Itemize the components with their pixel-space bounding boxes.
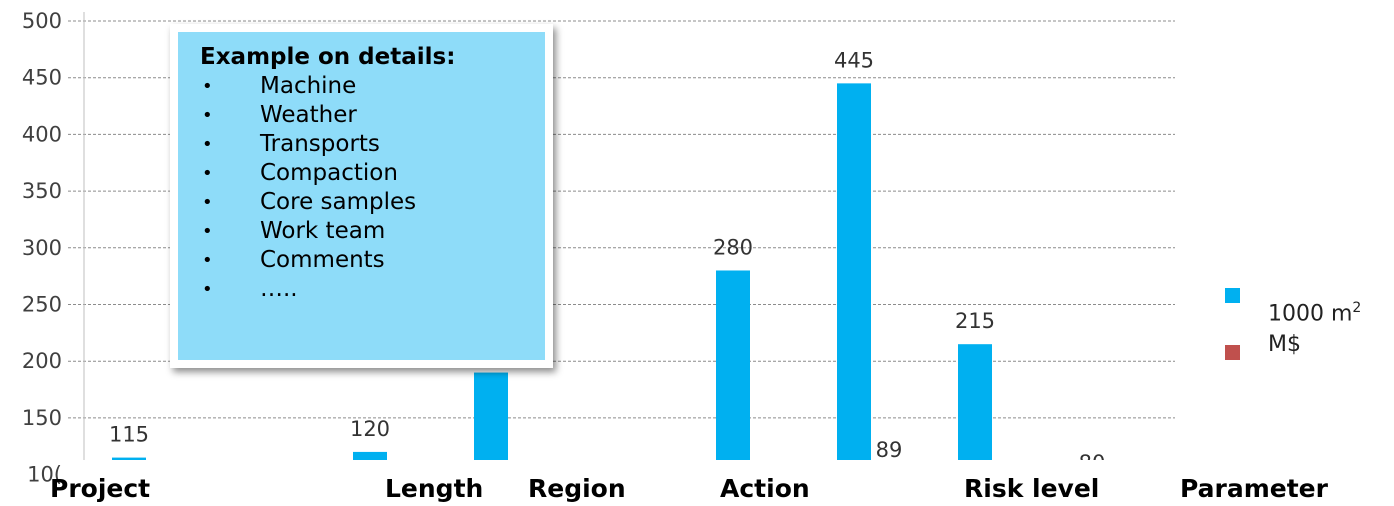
list-item-text: Transports (260, 131, 380, 157)
data-label: 445 (834, 48, 874, 72)
legend-label-1000m2: 1000 m2 (1268, 300, 1361, 326)
bar-1000m2 (716, 270, 750, 460)
callout-list: • Machine • Weather • Transports • Compactio… (200, 72, 545, 304)
category-label-action: Action (720, 474, 810, 503)
bars (112, 83, 992, 461)
list-item: • Comments (200, 246, 545, 275)
data-labels: 115 120 280 445 215 89 80 (109, 48, 1106, 475)
legend-swatch-1000m2 (1225, 288, 1240, 303)
y-tick-label: 400 (22, 122, 62, 146)
data-label: 215 (955, 309, 995, 333)
y-tick-label: 200 (22, 349, 62, 373)
bullet-icon: • (202, 221, 213, 242)
data-label: 115 (109, 423, 149, 447)
data-label-mdollar: 89 (876, 438, 903, 462)
bullet-icon: • (202, 105, 213, 126)
data-label: 120 (350, 417, 390, 441)
bar-1000m2 (112, 457, 146, 460)
bar-1000m2 (474, 372, 508, 460)
y-tick-label: 350 (22, 179, 62, 203)
data-label-mdollar: 80 (1079, 451, 1106, 475)
list-item-text: Machine (260, 73, 357, 99)
list-item: • Compaction (200, 159, 545, 188)
bullet-icon: • (202, 163, 213, 184)
list-item-text: Weather (260, 102, 357, 128)
bar-1000m2 (837, 83, 871, 461)
list-item: • ….. (200, 275, 545, 304)
list-item-text: Work team (260, 218, 386, 244)
y-tick-label: 150 (22, 406, 62, 430)
bullet-icon: • (202, 76, 213, 97)
category-label-project: Project (50, 474, 151, 503)
y-tick-label: 300 (22, 236, 62, 260)
y-tick-label: 10( (27, 463, 62, 487)
legend-label-1000m2-text: 1000 m (1268, 301, 1353, 327)
list-item-text: Comments (260, 247, 385, 273)
bullet-icon: • (202, 279, 213, 300)
bar-1000m2 (353, 451, 387, 460)
callout-title: Example on details: (200, 44, 456, 70)
list-item: • Transports (200, 130, 545, 159)
details-callout: Example on details: • Machine • Weather • T… (170, 24, 553, 368)
data-label: 280 (713, 235, 753, 259)
list-item: • Weather (200, 101, 545, 130)
y-tick-label: 250 (22, 293, 62, 317)
list-item-text: Core samples (260, 189, 417, 215)
list-item-text: Compaction (260, 160, 398, 186)
category-label-parameter: Parameter (1180, 474, 1328, 503)
list-item: • Core samples (200, 188, 545, 217)
legend-swatch-mdollar (1225, 345, 1240, 360)
y-tick-label: 450 (22, 66, 62, 90)
legend-label-mdollar: M$ (1268, 332, 1301, 357)
details-callout-box: Example on details: • Machine • Weather • T… (178, 32, 545, 360)
y-axis: 500 450 400 350 300 250 200 150 10( (22, 9, 85, 487)
list-item: • Machine (200, 72, 545, 101)
legend-superscript: 2 (1352, 300, 1362, 316)
list-item: • Work team (200, 217, 545, 246)
category-label-risk-level: Risk level (964, 474, 1100, 503)
category-label-length: Length (385, 474, 484, 503)
y-tick-label: 500 (22, 9, 62, 33)
bullet-icon: • (202, 134, 213, 155)
bar-1000m2 (958, 344, 992, 460)
bullet-icon: • (202, 250, 213, 271)
category-label-region: Region (528, 474, 626, 503)
bullet-icon: • (202, 192, 213, 213)
list-item-text: ….. (260, 276, 298, 302)
